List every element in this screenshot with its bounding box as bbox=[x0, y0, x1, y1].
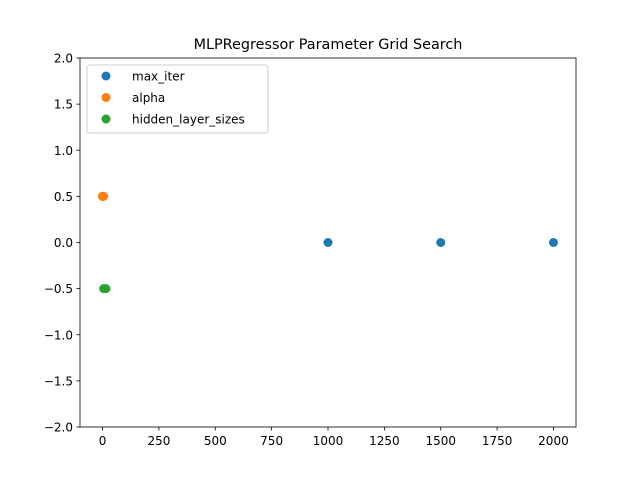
legend-marker-hidden-layer-sizes bbox=[101, 114, 111, 124]
x-tick-label: 500 bbox=[204, 434, 227, 448]
data-point-max-iter bbox=[548, 238, 558, 247]
x-tick-label: 1000 bbox=[313, 434, 344, 448]
x-tick-label: 2000 bbox=[538, 434, 569, 448]
data-point-hidden-layer-sizes bbox=[101, 284, 111, 294]
ticks: 0 250 500 750 1000 1250 1500 1750 2000 −2.0 −1.5 −1… bbox=[44, 52, 569, 449]
y-tick-label: −0.5 bbox=[44, 282, 73, 296]
x-tick-label: 1750 bbox=[482, 434, 513, 448]
data-point-max-iter bbox=[323, 238, 333, 247]
x-tick-label: 0 bbox=[99, 434, 107, 448]
legend-label: max_iter bbox=[132, 70, 185, 84]
data-point-alpha bbox=[99, 191, 109, 201]
y-tick-label: 0.5 bbox=[54, 190, 73, 204]
y-tick-label: −1.5 bbox=[44, 374, 73, 388]
legend-marker-max-iter bbox=[101, 71, 111, 81]
legend-marker-alpha bbox=[101, 93, 111, 102]
x-tick-label: 1500 bbox=[425, 434, 456, 448]
axes-border bbox=[79, 57, 577, 428]
data-points bbox=[98, 191, 558, 294]
legend-box bbox=[86, 64, 269, 134]
y-tick-label: −1.0 bbox=[44, 328, 73, 342]
data-point-max-iter bbox=[436, 238, 446, 247]
legend-label: hidden_layer_sizes bbox=[132, 113, 245, 127]
y-tick-label: 1.5 bbox=[54, 98, 73, 112]
x-tick-label: 1250 bbox=[369, 434, 400, 448]
y-tick-label: 0.0 bbox=[54, 236, 73, 250]
y-tick-label: 1.0 bbox=[54, 144, 73, 158]
axes-frame bbox=[79, 57, 577, 428]
legend-label: alpha bbox=[132, 91, 165, 105]
chart-title: MLPRegressor Parameter Grid Search bbox=[194, 37, 463, 53]
y-tick-label: 2.0 bbox=[54, 52, 73, 66]
x-tick-label: 750 bbox=[260, 434, 283, 448]
x-tick-label: 250 bbox=[147, 434, 170, 448]
y-tick-label: −2.0 bbox=[44, 421, 73, 435]
